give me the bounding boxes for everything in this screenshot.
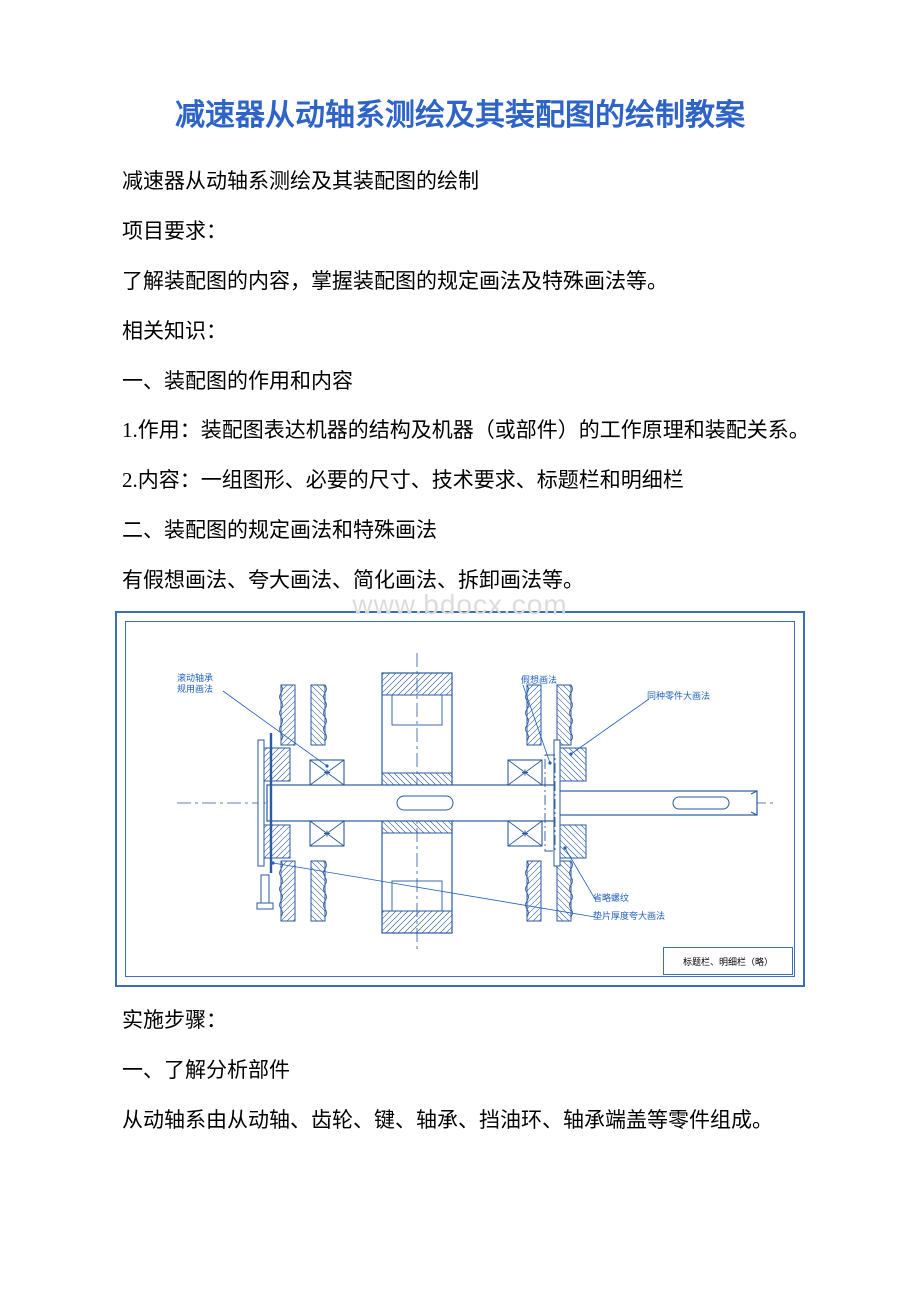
body-paragraph: 一、了解分析部件 xyxy=(80,1051,840,1091)
callout-omit-thread: 省略螺纹 xyxy=(593,893,629,904)
body-paragraph: 2.内容：一组图形、必要的尺寸、技术要求、标题栏和明细栏 xyxy=(80,461,840,501)
body-paragraph: 相关知识： xyxy=(80,312,840,352)
body-paragraph: 了解装配图的内容，掌握装配图的规定画法及特殊画法等。 xyxy=(80,262,840,302)
body-paragraph: 1.作用：装配图表达机器的结构及机器（或部件）的工作原理和装配关系。 xyxy=(80,411,840,451)
callout-gasket-exaggerate: 垫片厚度夸大画法 xyxy=(593,911,665,922)
diagram-frame: 滚动轴承规用画法 假想画法 同种零件大画法 省略螺纹 垫片厚度夸大画法 标题栏、… xyxy=(115,611,805,987)
body-paragraph: 实施步骤： xyxy=(80,1001,840,1041)
body-paragraph: 二、装配图的规定画法和特殊画法 xyxy=(80,511,840,551)
title-block: 标题栏、明细栏（略） xyxy=(663,947,793,975)
body-paragraph: 有假想画法、夸大画法、简化画法、拆卸画法等。 xyxy=(80,561,840,601)
title-block-text: 标题栏、明细栏（略） xyxy=(683,955,773,968)
body-paragraph: 从动轴系由从动轴、齿轮、键、轴承、挡油环、轴承端盖等零件组成。 xyxy=(80,1101,840,1141)
body-paragraph: 一、装配图的作用和内容 xyxy=(80,362,840,402)
callout-imaginary-drawing: 假想画法 xyxy=(521,675,557,686)
assembly-diagram-container: www.bdocx.com 滚动轴承规用画法 假想画法 同种零件大画法 省略螺纹… xyxy=(115,611,805,987)
body-paragraph: 减速器从动轴系测绘及其装配图的绘制 xyxy=(80,162,840,202)
callout-same-part-enlarge: 同种零件大画法 xyxy=(647,691,710,702)
mechanical-drawing-svg xyxy=(117,613,807,989)
callout-bearing-drawing: 滚动轴承规用画法 xyxy=(177,673,213,695)
body-paragraph: 项目要求： xyxy=(80,212,840,252)
page-title: 减速器从动轴系测绘及其装配图的绘制教案 xyxy=(80,90,840,134)
